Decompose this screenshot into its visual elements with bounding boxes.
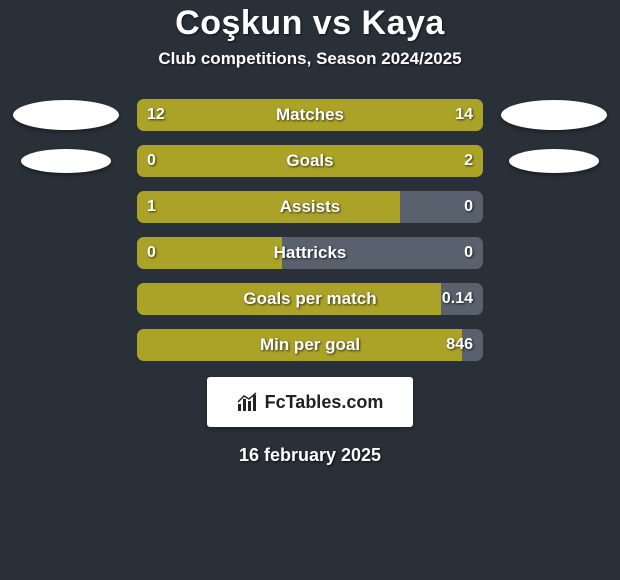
stat-value-right: 0.14: [442, 290, 473, 308]
bar-chart-icon: [237, 392, 259, 412]
date-text: 16 february 2025: [0, 445, 620, 466]
stat-value-right: 0: [464, 198, 473, 216]
stat-value-left: 0: [147, 244, 156, 262]
stat-value-right: 846: [446, 336, 473, 354]
stat-bar: Assists1 0: [137, 191, 483, 223]
stat-bar: Matches12 14: [137, 99, 483, 131]
stat-value-left: 12: [147, 106, 165, 124]
stat-value-right: 14: [455, 106, 473, 124]
stat-row: Hattricks0 0: [137, 237, 483, 269]
stat-row: Matches12 14: [0, 99, 620, 131]
stat-label: Hattricks: [137, 243, 483, 263]
stat-value-right: 2: [464, 152, 473, 170]
stat-row: Goals per match0.14: [137, 283, 483, 315]
avatar-ellipse-icon: [13, 100, 119, 130]
stat-value-left: 0: [147, 152, 156, 170]
page-title: Coşkun vs Kaya: [0, 4, 620, 43]
stat-label: Goals per match: [137, 289, 483, 309]
avatar-ellipse-icon: [501, 100, 607, 130]
comparison-infographic: Coşkun vs Kaya Club competitions, Season…: [0, 0, 620, 580]
stat-bar: Goals0 2: [137, 145, 483, 177]
stat-label: Goals: [137, 151, 483, 171]
player-left-avatar: [13, 99, 119, 131]
stat-row: Assists1 0: [137, 191, 483, 223]
avatar-ellipse-icon: [21, 149, 111, 173]
stat-label: Assists: [137, 197, 483, 217]
stat-row: Goals0 2: [0, 145, 620, 177]
stat-value-left: 1: [147, 198, 156, 216]
player-right-avatar: [501, 99, 607, 131]
stat-row: Min per goal846: [137, 329, 483, 361]
stat-bar: Hattricks0 0: [137, 237, 483, 269]
player-right-avatar: [501, 145, 607, 177]
stats-container: Matches1214Goals02Assists10Hattricks00Go…: [0, 99, 620, 361]
stat-bar: Goals per match0.14: [137, 283, 483, 315]
stat-label: Matches: [137, 105, 483, 125]
stat-label: Min per goal: [137, 335, 483, 355]
logo-text: FcTables.com: [265, 392, 384, 413]
stat-value-right: 0: [464, 244, 473, 262]
stat-bar: Min per goal846: [137, 329, 483, 361]
logo-box[interactable]: FcTables.com: [207, 377, 413, 427]
subtitle: Club competitions, Season 2024/2025: [0, 49, 620, 69]
player-left-avatar: [13, 145, 119, 177]
avatar-ellipse-icon: [509, 149, 599, 173]
